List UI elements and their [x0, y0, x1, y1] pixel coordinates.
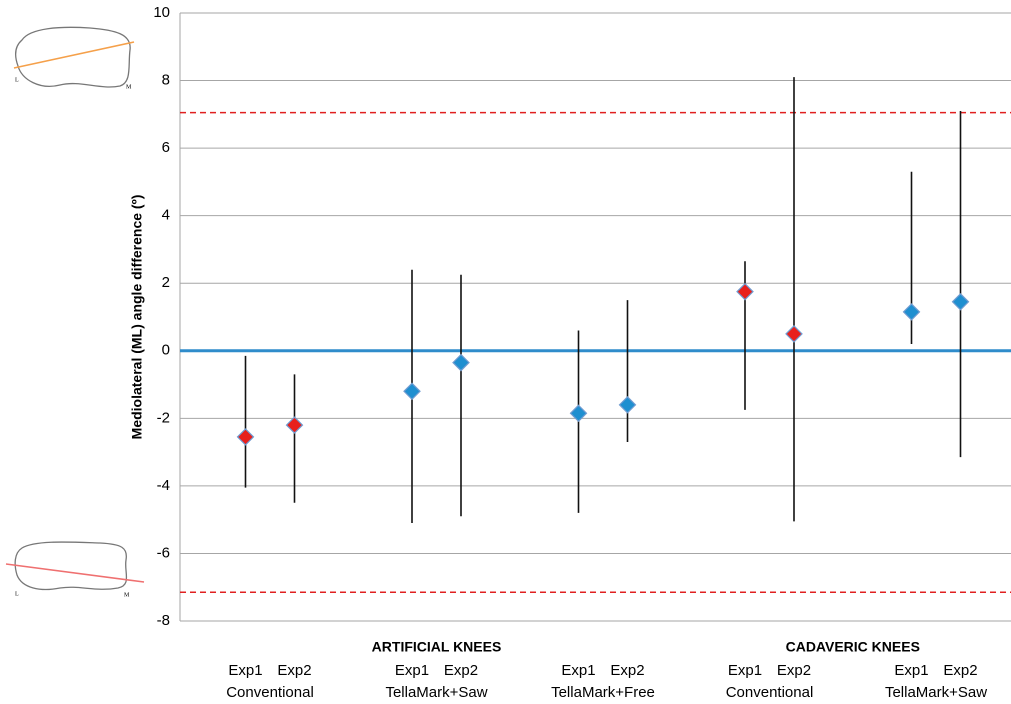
point — [453, 355, 469, 371]
x-tick-label: Exp1 — [395, 662, 429, 679]
point — [737, 284, 753, 300]
x-tick-label: Exp1 — [561, 662, 595, 679]
x-tick-label: Exp2 — [444, 662, 478, 679]
group-label: TellaMark+Free — [551, 684, 655, 701]
diagram-label: M — [124, 592, 130, 598]
group-label: Conventional — [726, 684, 814, 701]
x-tick-label: Exp2 — [277, 662, 311, 679]
point — [786, 326, 802, 342]
y-tick-label: 0 — [162, 342, 170, 359]
point — [287, 417, 303, 433]
diagram-label: M — [126, 84, 132, 90]
point — [904, 304, 920, 320]
knee-outline — [16, 27, 130, 87]
knee-outline — [15, 542, 126, 589]
section-label: CADAVERIC KNEES — [786, 639, 920, 655]
y-tick-label: 2 — [162, 274, 170, 291]
bottom-diagram: L M — [6, 542, 144, 598]
point — [620, 397, 636, 413]
diagram-label: L — [15, 591, 19, 597]
y-tick-label: 10 — [153, 4, 170, 21]
top-diagram: L M — [14, 27, 134, 90]
x-tick-label: Exp1 — [728, 662, 762, 679]
x-tick-label: Exp2 — [610, 662, 644, 679]
y-axis-label: Mediolateral (ML) angle difference (º) — [129, 195, 145, 440]
y-tick-label: 4 — [162, 207, 170, 224]
y-tick-label: 8 — [162, 72, 170, 89]
y-tick-label: -6 — [157, 544, 170, 561]
section-label: ARTIFICIAL KNEES — [372, 639, 502, 655]
diagram-label: L — [15, 77, 19, 83]
red-line — [6, 564, 144, 582]
x-tick-label: Exp2 — [777, 662, 811, 679]
chart: L M L M Mediolateral (ML) angle differen… — [0, 0, 1011, 704]
point — [238, 429, 254, 445]
x-tick-label: Exp1 — [228, 662, 262, 679]
y-tick-label: 6 — [162, 139, 170, 156]
y-tick-label: -2 — [157, 409, 170, 426]
x-tick-label: Exp1 — [894, 662, 928, 679]
orange-line — [14, 42, 134, 68]
x-tick-label: Exp2 — [943, 662, 977, 679]
group-label: TellaMark+Saw — [385, 684, 487, 701]
group-label: Conventional — [226, 684, 314, 701]
point — [404, 383, 420, 399]
y-tick-label: -4 — [157, 477, 170, 494]
y-tick-label: -8 — [157, 612, 170, 629]
point — [953, 294, 969, 310]
group-label: TellaMark+Saw — [885, 684, 987, 701]
point — [571, 405, 587, 421]
